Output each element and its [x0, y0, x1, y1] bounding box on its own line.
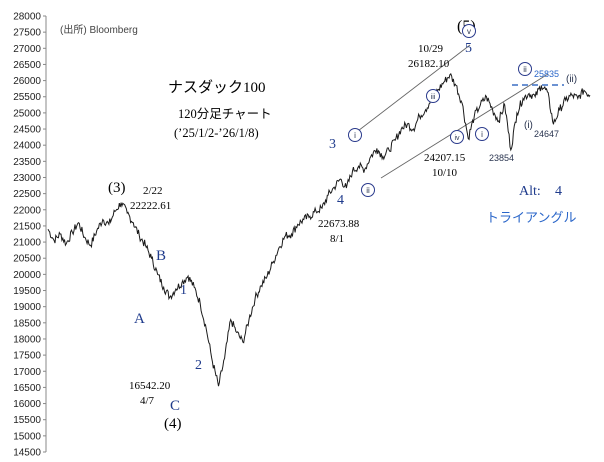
low-1010-date: 10/10 — [432, 167, 458, 179]
wave-b-label: B — [156, 248, 166, 264]
circled-wave-ii: ii — [361, 183, 375, 197]
wave-a-label: A — [134, 311, 145, 327]
y-tick-label: 20000 — [13, 270, 41, 281]
y-tick-label: 15000 — [13, 431, 41, 442]
level-25835-label: 25835 — [534, 69, 559, 79]
wave-3-major-label: (3) — [108, 180, 126, 196]
circled-wave-iv-label: iv — [454, 135, 460, 142]
wave-4-low-date: 8/1 — [330, 233, 344, 245]
y-tick-label: 15500 — [13, 415, 41, 426]
wave-4-label: 4 — [337, 193, 344, 208]
y-tick-label: 16500 — [13, 383, 41, 394]
circled-wave-v-label: v — [467, 27, 471, 36]
y-tick-label: 19500 — [13, 286, 41, 297]
wave-4-low-value: 22673.88 — [318, 218, 360, 230]
chart-title: ナスダック100 — [168, 79, 266, 96]
circled-wave-i: i — [348, 128, 362, 142]
circled-wave-v: v — [462, 24, 476, 38]
y-tick-label: 17500 — [13, 351, 41, 362]
wave-3-label: 3 — [329, 137, 336, 152]
wave-5-value: 26182.10 — [408, 58, 450, 70]
wave-3-date: 2/22 — [143, 185, 163, 197]
y-tick-label: 25000 — [13, 108, 41, 119]
y-tick-label: 21500 — [13, 221, 41, 232]
y-tick-label: 20500 — [13, 254, 41, 265]
y-tick-label: 28000 — [13, 12, 41, 23]
circled-wave-ii-top-label: ii — [523, 65, 527, 74]
series-line — [47, 73, 591, 387]
wave-c-label: C — [170, 398, 180, 414]
wave-4-value: 16542.20 — [129, 380, 171, 392]
y-tick-label: 16000 — [13, 399, 41, 410]
channel-upper-line — [353, 44, 471, 135]
y-tick-label: 21000 — [13, 238, 41, 249]
wave-2-label: 2 — [195, 358, 202, 373]
y-tick-label: 26500 — [13, 60, 41, 71]
chart-subtitle: 120分足チャート — [178, 107, 272, 121]
wave-1-label: 1 — [180, 283, 187, 298]
alt-wave-label: 4 — [555, 184, 562, 199]
wave-3-value: 22222.61 — [130, 200, 171, 212]
low-24647-label: 24647 — [534, 129, 559, 139]
low-23854-label: 23854 — [489, 153, 514, 163]
chart-period: (’25/1/2-’26/1/8) — [174, 126, 259, 140]
wave-i-small-label: (i) — [524, 120, 533, 131]
alt-label: Alt: — [519, 184, 541, 199]
circled-wave-iii-label: iii — [431, 94, 436, 101]
y-tick-label: 25500 — [13, 92, 41, 103]
wave-4-date: 4/7 — [140, 395, 155, 407]
low-1010-value: 24207.15 — [424, 152, 466, 164]
y-axis: 14500 15000 15500 16000 16500 17000 17500 18000… — [13, 12, 46, 459]
y-tick-label: 27000 — [13, 44, 41, 55]
y-tick-label: 17000 — [13, 367, 41, 378]
circled-wave-iii: iii — [426, 89, 440, 103]
y-tick-label: 26000 — [13, 76, 41, 87]
channel-lower-line — [380, 73, 549, 179]
y-tick-label: 24000 — [13, 141, 41, 152]
y-tick-label: 18000 — [13, 334, 41, 345]
circled-wave-i-right: i — [475, 127, 489, 141]
circled-wave-iv: iv — [450, 130, 464, 144]
source-note: (出所) Bloomberg — [60, 23, 138, 36]
y-tick-label: 24500 — [13, 125, 41, 136]
wave-ii-small-label: (ii) — [566, 74, 577, 85]
circled-wave-ii-top: ii — [518, 62, 532, 76]
y-tick-label: 22000 — [13, 205, 41, 216]
y-tick-label: 22500 — [13, 189, 41, 200]
y-tick-label: 18500 — [13, 318, 41, 329]
y-tick-label: 19000 — [13, 302, 41, 313]
y-tick-label: 23000 — [13, 173, 41, 184]
wave-5-label: 5 — [465, 41, 472, 56]
circled-wave-ii-label: ii — [366, 186, 370, 195]
circled-wave-i-label: i — [354, 131, 356, 140]
triangle-label: トライアングル — [486, 210, 576, 225]
y-tick-label: 14500 — [13, 448, 41, 459]
circled-wave-i-right-label: i — [481, 130, 483, 139]
wave-4-major-label: (4) — [164, 416, 182, 432]
y-tick-label: 27500 — [13, 28, 41, 39]
wave-5-date: 10/29 — [418, 43, 444, 55]
y-tick-label: 23500 — [13, 157, 41, 168]
